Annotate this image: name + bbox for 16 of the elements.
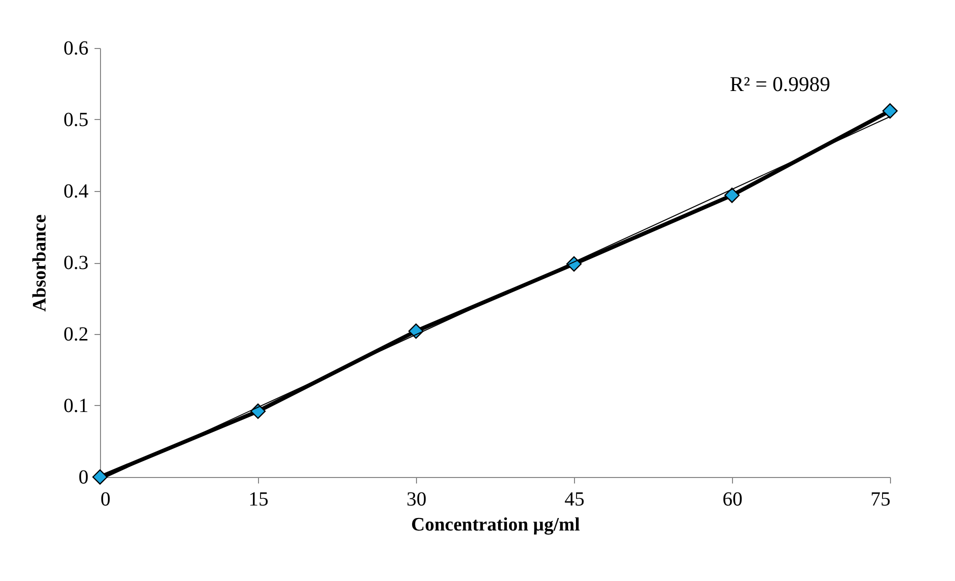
x-tick-label: 15	[248, 488, 268, 510]
y-tick-label: 0.5	[64, 109, 88, 131]
y-tick-label: 0.2	[64, 324, 88, 346]
y-tick-label: 0.1	[64, 395, 88, 417]
y-axis-title: Absorbance	[30, 214, 50, 312]
x-tick-label: 60	[722, 488, 742, 510]
x-axis-title: Concentration µg/ml	[411, 514, 580, 536]
x-tick-label: 0	[100, 488, 110, 510]
y-tick-label: 0.4	[64, 180, 88, 202]
x-tick-label: 45	[564, 488, 584, 510]
x-tick-label: 75	[870, 488, 890, 510]
y-tick-label: 0.6	[64, 38, 88, 60]
annotation: R² = 0.9989	[730, 72, 830, 96]
x-tick-label: 30	[406, 488, 426, 510]
y-tick-label: 0.3	[64, 252, 88, 274]
y-tick-label: 0	[78, 466, 88, 488]
